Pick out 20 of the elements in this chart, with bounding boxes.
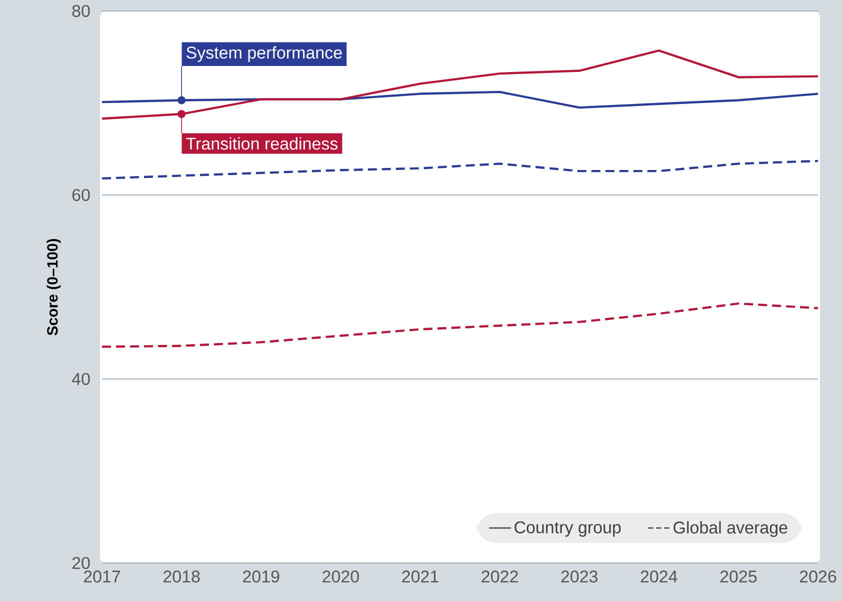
annotation: Global average [674, 521, 788, 537]
x-tick-label: 2025 [720, 570, 757, 583]
x-tick-label: 2023 [561, 570, 598, 583]
y-tick-label: 60 [72, 188, 90, 202]
x-tick-label: 2017 [84, 570, 120, 583]
annotation: Country group [514, 521, 621, 537]
line-series [100, 302, 820, 348]
y-tick-label: 40 [72, 372, 90, 386]
x-tick-label: 2022 [482, 570, 518, 583]
x-tick-label: 2019 [243, 570, 280, 583]
y-tick-label: 80 [72, 4, 90, 18]
x-tick-label: 2026 [800, 570, 836, 583]
x-tick-label: 2018 [164, 570, 200, 583]
x-tick-label: 2021 [402, 570, 438, 583]
annotation: System performance [186, 46, 342, 62]
y-axis-title: Score (0–100) [46, 238, 61, 336]
annotation: Transition readiness [186, 137, 338, 150]
y-tick-label: 20 [72, 556, 90, 570]
x-tick-label: 2024 [640, 570, 678, 583]
x-tick-label: 2020 [322, 570, 359, 583]
